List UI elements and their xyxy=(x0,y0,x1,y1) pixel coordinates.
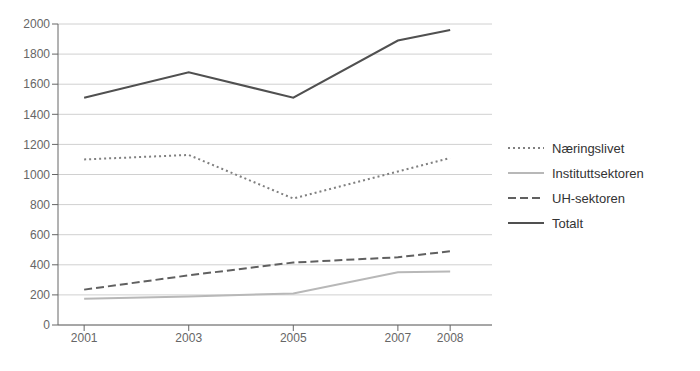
svg-text:1600: 1600 xyxy=(23,77,50,91)
svg-text:1800: 1800 xyxy=(23,47,50,61)
svg-text:2000: 2000 xyxy=(23,17,50,31)
html-text:UH-sektoren: UH-sektoren xyxy=(552,190,625,206)
svg-text:0: 0 xyxy=(43,318,50,332)
svg-text:1200: 1200 xyxy=(23,138,50,152)
svg-text:200: 200 xyxy=(30,288,50,302)
svg-text:2005: 2005 xyxy=(280,331,307,345)
svg-text:2001: 2001 xyxy=(71,331,98,345)
html-text:Totalt: Totalt xyxy=(552,215,584,231)
svg-text:600: 600 xyxy=(30,228,50,242)
svg-text:800: 800 xyxy=(30,198,50,212)
svg-text:2007: 2007 xyxy=(385,331,412,345)
html-text:Instituttsektoren: Instituttsektoren xyxy=(552,165,644,181)
svg-text:2003: 2003 xyxy=(175,331,202,345)
html-text:Næringslivet: Næringslivet xyxy=(552,140,625,156)
svg-text:400: 400 xyxy=(30,258,50,272)
svg-text:1400: 1400 xyxy=(23,108,50,122)
svg-text:1000: 1000 xyxy=(23,168,50,182)
svg-text:2008: 2008 xyxy=(437,331,464,345)
